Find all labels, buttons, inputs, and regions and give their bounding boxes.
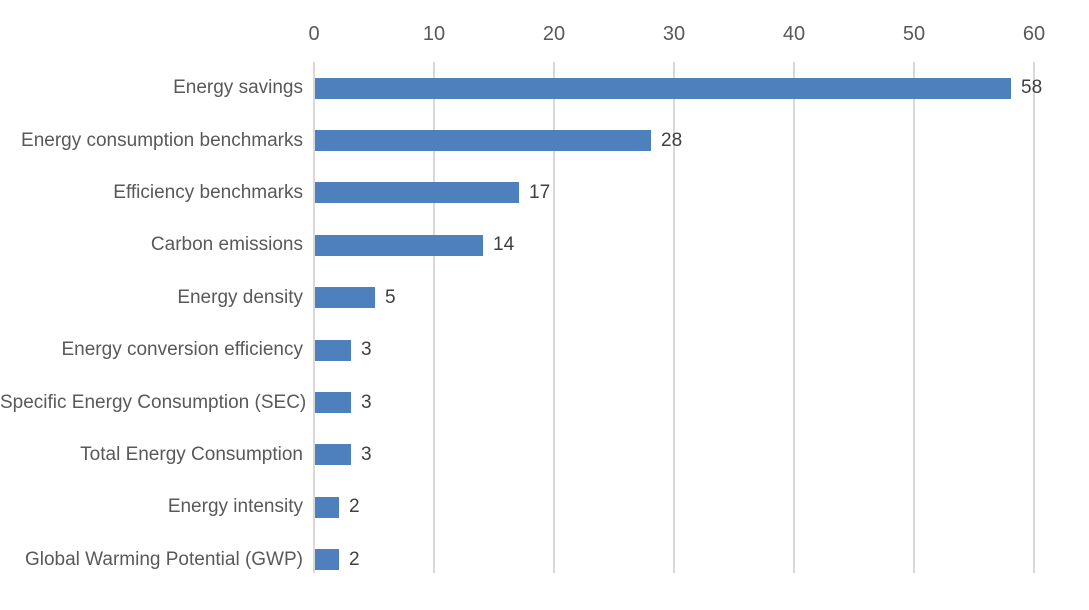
bar (315, 444, 351, 466)
chart-row: Energy conversion efficiency 3 (0, 324, 1089, 376)
bar (315, 339, 351, 361)
chart-row: Specific Energy Consumption (SEC) 3 (0, 376, 1089, 428)
bar (315, 549, 339, 571)
value-label: 2 (349, 496, 360, 518)
x-tick-label-30: 30 (662, 23, 686, 45)
bar (315, 234, 483, 256)
gridline-x-60 (1033, 62, 1035, 573)
value-label: 2 (349, 548, 360, 570)
chart-row: Energy consumption benchmarks 28 (0, 114, 1089, 166)
category-label: Energy savings (173, 77, 303, 99)
category-label: Energy consumption benchmarks (21, 129, 303, 151)
bar (315, 496, 339, 518)
x-tick-label-60: 60 (1022, 23, 1046, 45)
value-label: 3 (361, 391, 372, 413)
gridline-x-10 (433, 62, 435, 573)
value-label: 3 (361, 339, 372, 361)
chart-row: Energy intensity 2 (0, 481, 1089, 533)
chart-row: Total Energy Consumption 3 (0, 429, 1089, 481)
category-label: Energy density (177, 286, 303, 308)
category-label: Specific Energy Consumption (SEC) (0, 391, 307, 413)
x-tick-label-20: 20 (542, 23, 566, 45)
x-tick-label-10: 10 (422, 23, 446, 45)
category-label: Efficiency benchmarks (113, 181, 303, 203)
chart-row: Global Warming Potential (GWP) 2 (0, 534, 1089, 586)
category-label: Energy conversion efficiency (61, 339, 304, 361)
value-label: 17 (529, 181, 551, 203)
gridline-x-30 (673, 62, 675, 573)
category-label: Total Energy Consumption (80, 443, 303, 465)
value-label: 28 (661, 129, 683, 151)
bar (315, 77, 1011, 99)
category-label: Carbon emissions (150, 234, 303, 256)
gridline-x-50 (913, 62, 915, 573)
category-label: Global Warming Potential (GWP) (24, 548, 303, 570)
value-label: 5 (385, 286, 396, 308)
chart-row: Energy savings 58 (0, 62, 1089, 114)
category-label: Energy intensity (167, 496, 303, 518)
bar (315, 182, 519, 204)
value-label: 58 (1021, 77, 1043, 99)
chart-row: Carbon emissions 14 (0, 219, 1089, 271)
x-tick-label-50: 50 (902, 23, 926, 45)
bar (315, 287, 375, 309)
value-label: 3 (361, 443, 372, 465)
chart-row: Efficiency benchmarks 17 (0, 167, 1089, 219)
gridline-x-0 (313, 62, 315, 573)
gridline-x-20 (553, 62, 555, 573)
value-label: 14 (493, 234, 515, 256)
x-tick-label-40: 40 (782, 23, 806, 45)
bar (315, 392, 351, 414)
x-tick-label-0: 0 (308, 23, 320, 45)
chart-row: Energy density 5 (0, 272, 1089, 324)
gridline-x-40 (793, 62, 795, 573)
bar (315, 130, 651, 152)
